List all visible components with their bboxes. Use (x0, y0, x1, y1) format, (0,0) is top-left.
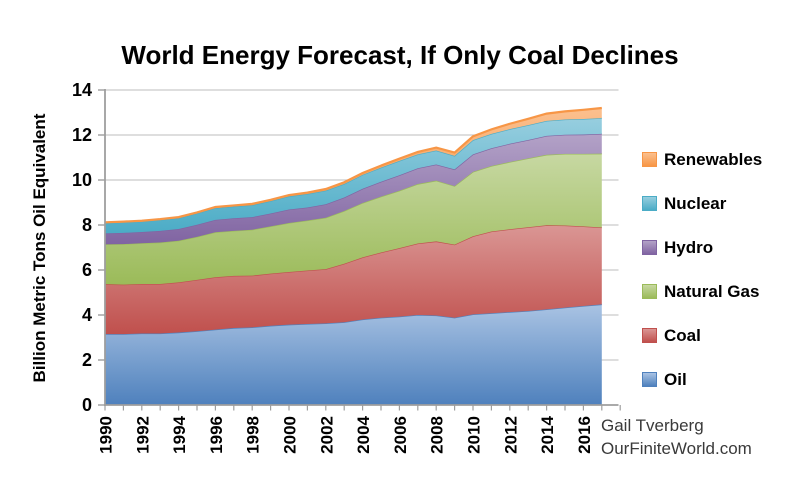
x-tick-label: 1994 (170, 415, 189, 453)
legend-label: Oil (664, 370, 687, 389)
legend-item-natural-gas: Natural Gas (642, 283, 762, 300)
legend-swatch-oil (642, 372, 657, 387)
legend-swatch-hydro (642, 240, 657, 255)
area-series-oil (105, 304, 602, 405)
y-tick-label: 2 (82, 350, 92, 370)
legend: Renewables Nuclear Hydro Natural Gas Coal Oil (642, 151, 762, 415)
legend-label: Nuclear (664, 194, 727, 213)
legend-label: Renewables (664, 150, 763, 169)
x-tick-label: 2012 (501, 416, 520, 454)
y-tick-label: 8 (82, 215, 92, 235)
x-tick-label: 2002 (317, 416, 336, 454)
x-tick-label: 1996 (207, 416, 226, 454)
x-tick-label: 2016 (575, 416, 594, 454)
x-tick-label: 2000 (281, 416, 300, 454)
y-tick-label: 0 (82, 395, 92, 415)
legend-label: Natural Gas (664, 282, 760, 301)
x-tick-label: 2006 (391, 416, 410, 454)
y-tick-label: 14 (72, 80, 92, 100)
x-tick-label: 2010 (465, 416, 484, 454)
area-series-natural-gas (105, 153, 602, 285)
legend-item-hydro: Hydro (642, 239, 762, 256)
legend-label: Coal (664, 326, 701, 345)
x-tick-label: 2004 (354, 415, 373, 453)
credit-author: Gail Tverberg (601, 416, 704, 435)
x-tick-label: 2014 (538, 415, 557, 453)
legend-item-renewables: Renewables (642, 151, 762, 168)
area-series-hydro (105, 133, 602, 245)
legend-swatch-renewables (642, 152, 657, 167)
legend-label: Hydro (664, 238, 714, 257)
legend-swatch-nuclear (642, 196, 657, 211)
legend-item-coal: Coal (642, 327, 762, 344)
y-tick-label: 12 (72, 125, 92, 145)
legend-swatch-coal (642, 328, 657, 343)
credit: Gail Tverberg OurFiniteWorld.com (601, 414, 752, 460)
edge-series-renewables (104, 106, 602, 224)
y-tick-label: 4 (82, 305, 92, 325)
legend-item-oil: Oil (642, 371, 762, 388)
y-tick-label: 6 (82, 260, 92, 280)
legend-swatch-natural-gas (642, 284, 657, 299)
x-tick-label: 1992 (133, 416, 152, 454)
legend-item-nuclear: Nuclear (642, 195, 762, 212)
x-tick-label: 1990 (97, 416, 116, 454)
x-tick-label: 2008 (428, 416, 447, 454)
y-tick-label: 10 (72, 170, 92, 190)
credit-site: OurFiniteWorld.com (601, 439, 752, 458)
area-series-nuclear (105, 118, 602, 234)
area-series-renewables (105, 108, 602, 224)
x-tick-label: 1998 (244, 416, 263, 454)
chart-title: World Energy Forecast, If Only Coal Decl… (121, 40, 679, 70)
area-series-coal (105, 225, 602, 335)
